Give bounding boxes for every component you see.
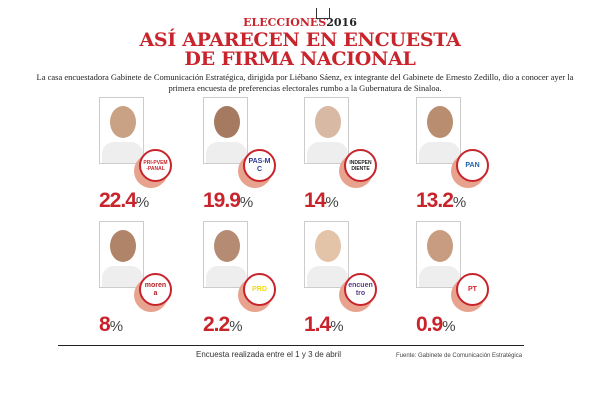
percentage: 0.9% xyxy=(416,313,456,337)
percentage-unit: % xyxy=(239,194,254,211)
divider xyxy=(58,345,524,346)
party-name: INDEPENDIENTE xyxy=(349,159,372,172)
party-logo-icon: PAS-MC xyxy=(243,149,276,182)
headline-line-2: DE FIRMA NACIONAL xyxy=(184,48,416,70)
headline: ASÍ APARECEN EN ENCUESTA DE FIRMA NACIONA… xyxy=(0,31,600,69)
candidate-photo xyxy=(304,97,349,164)
party-logo-icon: PRI-PVEM-PANAL xyxy=(139,149,172,182)
percentage-value: 2.2 xyxy=(203,313,230,336)
percentage-value: 0.9 xyxy=(416,313,443,336)
party-name: PT xyxy=(468,285,477,293)
percentage: 13.2% xyxy=(416,189,466,213)
candidate-photo xyxy=(416,221,461,288)
percentage-value: 13.2 xyxy=(416,189,454,212)
candidate-photo xyxy=(99,97,144,164)
party-name: PRI-PVEM-PANAL xyxy=(143,159,168,172)
percentage: 19.9% xyxy=(203,189,253,213)
survey-note: Encuesta realizada entre el 1 y 3 de abr… xyxy=(196,350,341,359)
intro-paragraph: La casa encuestadora Gabinete de Comunic… xyxy=(36,72,574,93)
party-logo-icon: PAN xyxy=(456,149,489,182)
candidate-photo xyxy=(203,221,248,288)
percentage-unit: % xyxy=(135,194,150,211)
percentage-value: 19.9 xyxy=(203,189,241,212)
candidate-photo xyxy=(416,97,461,164)
headline-line-1: ASÍ APARECEN EN ENCUESTA xyxy=(139,29,461,51)
kicker-text: ELECCIONES xyxy=(243,16,327,29)
party-logo-icon: morena xyxy=(139,273,172,306)
percentage-unit: % xyxy=(325,194,339,211)
percentage: 22.4% xyxy=(99,189,149,213)
percentage-value: 14 xyxy=(304,189,326,212)
percentage: 8% xyxy=(99,313,123,337)
candidate-card: morena 8% xyxy=(99,221,209,336)
candidate-card: PRD 2.2% xyxy=(203,221,313,336)
party-name: PAS-MC xyxy=(248,157,271,173)
party-name: encuentro xyxy=(348,281,373,297)
party-logo-icon: encuentro xyxy=(344,273,377,306)
percentage-unit: % xyxy=(109,318,124,335)
percentage-unit: % xyxy=(452,194,467,211)
percentage: 2.2% xyxy=(203,313,243,337)
candidate-card: PAS-MC 19.9% xyxy=(203,97,313,212)
source-note: Fuente: Gabinete de Comunicación Estraté… xyxy=(396,353,523,359)
party-logo-icon: PRD xyxy=(243,273,276,306)
percentage-unit: % xyxy=(442,318,456,335)
candidate-card: PAN 13.2% xyxy=(416,97,526,212)
percentage-value: 1.4 xyxy=(304,313,331,336)
candidate-card: INDEPENDIENTE 14% xyxy=(304,97,414,212)
percentage: 1.4% xyxy=(304,313,344,337)
percentage-unit: % xyxy=(229,318,243,335)
party-logo-icon: PT xyxy=(456,273,489,306)
candidate-photo xyxy=(99,221,144,288)
party-name: morena xyxy=(144,281,167,297)
candidate-photo xyxy=(304,221,349,288)
percentage: 14% xyxy=(304,189,339,213)
percentage-value: 22.4 xyxy=(99,189,137,212)
party-name: PAN xyxy=(465,161,480,169)
candidate-photo xyxy=(203,97,248,164)
percentage-unit: % xyxy=(330,318,344,335)
candidate-card: PT 0.9% xyxy=(416,221,526,336)
candidate-card: PRI-PVEM-PANAL 22.4% xyxy=(99,97,209,212)
party-logo-icon: INDEPENDIENTE xyxy=(344,149,377,182)
party-name: PRD xyxy=(252,285,267,293)
percentage-value: 8 xyxy=(99,313,111,336)
section-kicker: ELECCIONES2016 xyxy=(0,16,600,29)
kicker-year: 2016 xyxy=(326,16,357,29)
ballot-box-icon xyxy=(316,8,330,19)
candidate-card: encuentro 1.4% xyxy=(304,221,414,336)
